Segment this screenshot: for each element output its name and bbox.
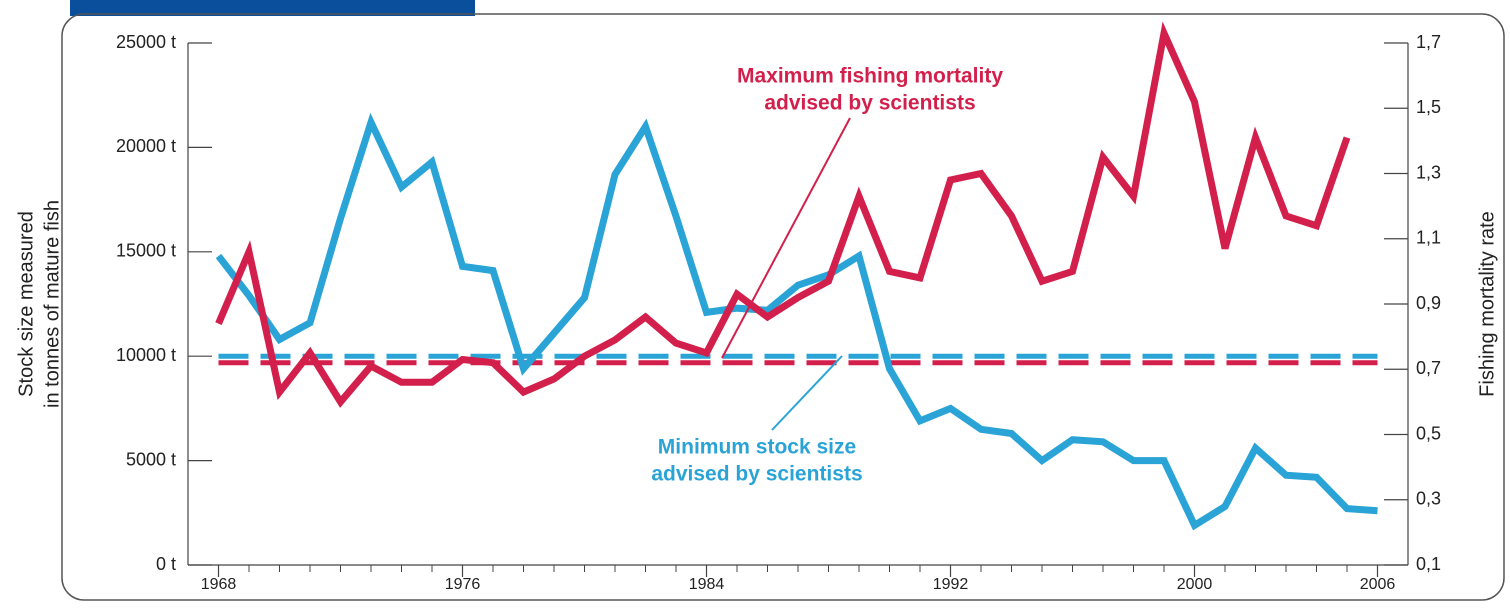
annotation-text: advised by scientists [764,92,975,115]
y2-tick-label: 0,5 [1416,423,1441,443]
annotation-pointer [771,355,843,431]
x-tick-label: 1992 [933,576,969,593]
y-tick-label: 5000 t [126,449,176,469]
data-line [215,21,1351,408]
y-tick-label: 25000 t [116,32,176,52]
x-tick-label: 1968 [201,576,237,593]
header-tab [70,0,475,16]
frame [61,13,1505,601]
y2-tick-label: 1,1 [1416,228,1441,248]
x-tick-label: 2006 [1360,576,1396,593]
annotation-pointer [721,117,851,359]
x-tick-label: 1984 [689,576,725,593]
y2-tick-label: 1,5 [1416,97,1441,117]
x-tick-label: 2000 [1177,576,1213,593]
y-axis-title-line: in tonnes of mature fish [41,200,63,408]
y-tick-label: 20000 t [116,136,176,156]
y-tick-label: 15000 t [116,241,176,261]
y2-tick-label: 0,9 [1416,293,1441,313]
y2-tick-label: 1,7 [1416,32,1441,52]
y-axis-title: Stock size measured in tonnes of mature … [15,200,63,408]
annotation-text: Minimum stock size [658,436,856,459]
annotation-text: Maximum fishing mortality [737,65,1003,88]
y2-tick-label: 1,3 [1416,162,1441,182]
y-tick-label: 10000 t [116,345,176,365]
y2-tick-label: 0,1 [1416,554,1441,574]
data-line [215,112,1378,531]
y2-tick-label: 0,7 [1416,358,1441,378]
x-tick-label: 1976 [445,576,481,593]
y2-tick-label: 0,3 [1416,489,1441,509]
y2-axis-title: Fishing mortality rate [1476,211,1498,397]
annotation-text: advised by scientists [651,463,862,486]
y-tick-label: 0 t [156,554,176,574]
y-axis-title-line: Stock size measured [15,211,37,397]
